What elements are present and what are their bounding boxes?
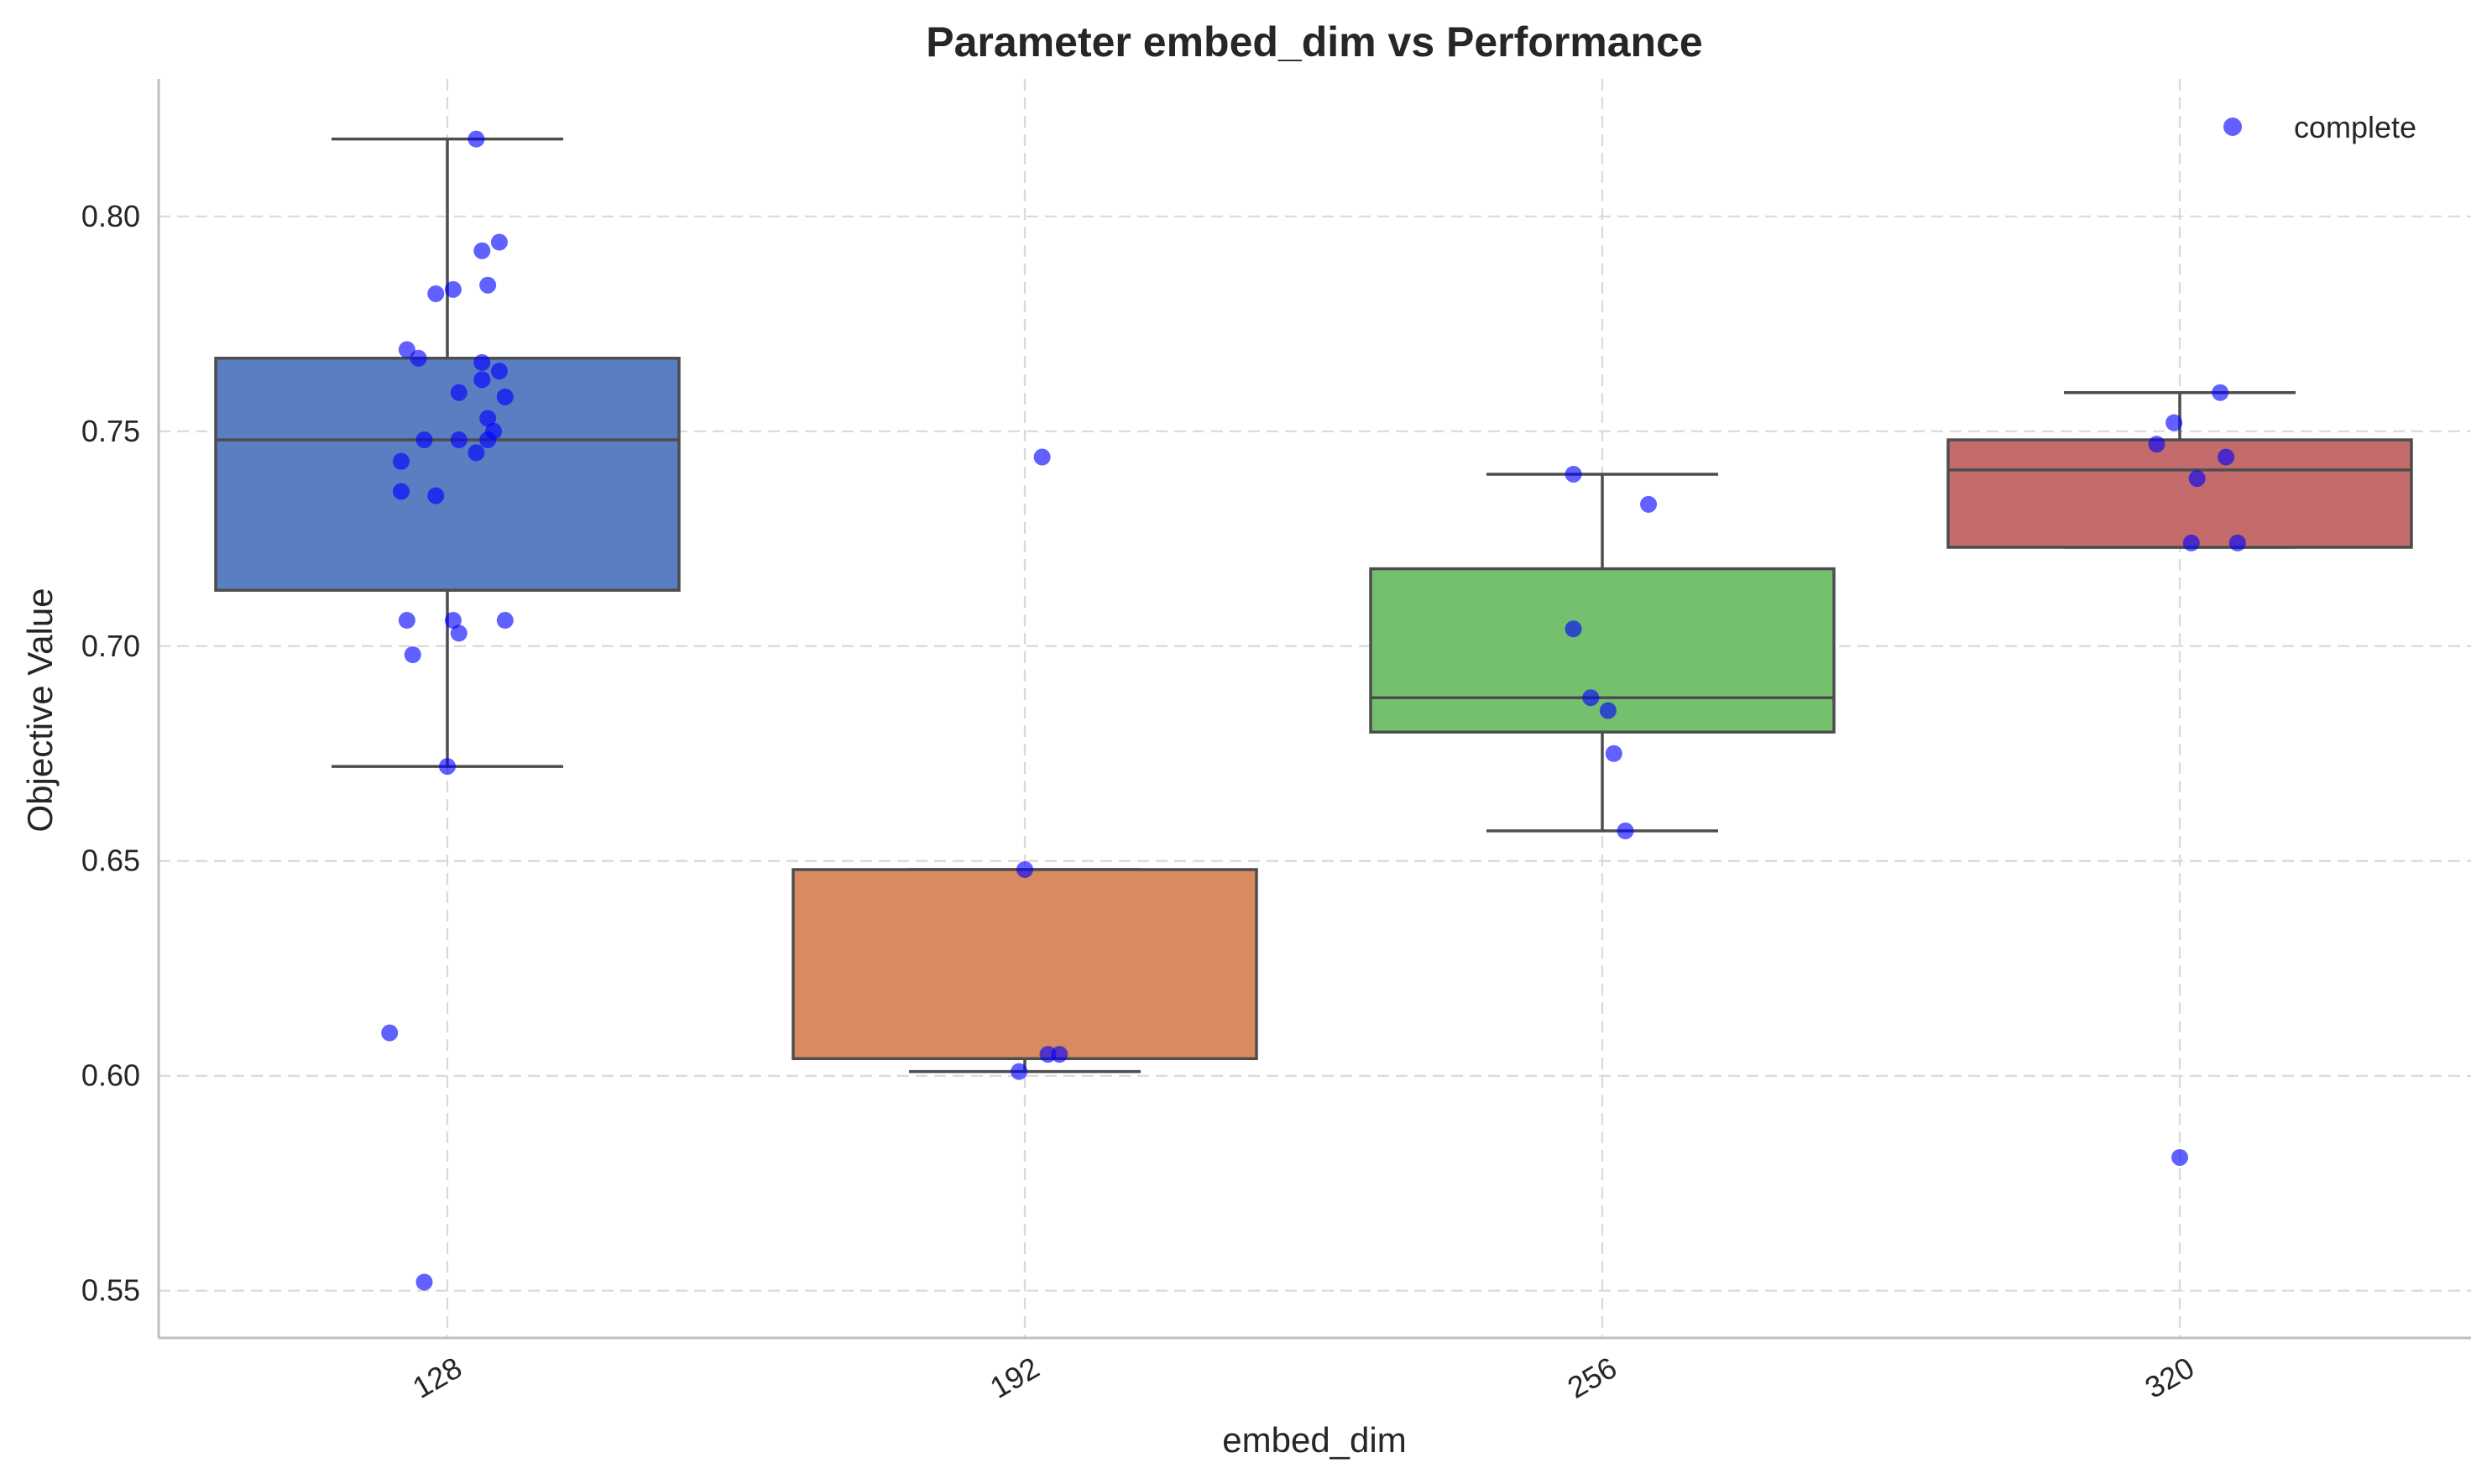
chart-title: Parameter embed_dim vs Performance [926, 18, 1702, 65]
box-192 [791, 868, 1258, 1074]
data-point [2218, 448, 2235, 466]
data-point [398, 612, 415, 630]
y-tick-label: 0.55 [81, 1273, 140, 1308]
data-point [2212, 384, 2229, 401]
point-layer [381, 130, 2246, 1291]
box-256 [1369, 473, 1836, 833]
data-point [496, 612, 514, 630]
data-point [468, 130, 485, 148]
data-point [479, 431, 497, 449]
data-point [479, 410, 497, 427]
x-tick-label: 192 [984, 1350, 1045, 1405]
y-tick-label: 0.75 [81, 414, 140, 448]
data-point [392, 452, 410, 470]
data-point [444, 612, 462, 630]
data-point [415, 431, 433, 449]
data-point [439, 758, 456, 776]
data-point [392, 483, 410, 500]
data-point [427, 487, 445, 504]
data-point [1599, 702, 1617, 719]
legend-marker-complete [2223, 118, 2242, 136]
grid-layer [159, 79, 2471, 1338]
y-axis-label: Objective Value [20, 588, 60, 832]
data-point [2182, 534, 2200, 551]
x-tick-label: 256 [1561, 1350, 1622, 1405]
data-point [427, 285, 445, 302]
data-point [2188, 470, 2206, 488]
data-point [490, 363, 508, 380]
data-point [1617, 822, 1634, 839]
data-point [1039, 1046, 1057, 1063]
data-point [2171, 1148, 2188, 1166]
data-point [1016, 860, 1033, 878]
box-body [1946, 438, 2413, 549]
data-point [415, 1273, 433, 1291]
data-point [450, 384, 468, 401]
y-tick-label: 0.60 [81, 1058, 140, 1093]
data-point [444, 280, 462, 298]
y-tick-label: 0.80 [81, 199, 140, 233]
data-point [1640, 495, 1658, 513]
y-tick-label: 0.70 [81, 629, 140, 663]
data-point [1605, 745, 1622, 762]
axes-layer [157, 79, 2471, 1340]
data-point [473, 353, 491, 371]
data-point [450, 624, 468, 642]
x-tick-label: 128 [406, 1350, 468, 1405]
data-point [2228, 534, 2246, 551]
data-point [410, 349, 427, 367]
data-point [2148, 436, 2165, 453]
data-point [2165, 414, 2183, 431]
data-point [1011, 1063, 1028, 1080]
data-point [404, 646, 421, 664]
data-point [468, 444, 485, 462]
data-point [381, 1024, 399, 1042]
data-point [450, 431, 468, 449]
data-point [490, 233, 508, 251]
legend-label-complete: complete [2294, 110, 2416, 144]
box-layer [214, 137, 2413, 1074]
data-point [1565, 620, 1582, 638]
data-point [479, 276, 497, 294]
box-body [214, 357, 681, 592]
legend: complete [2223, 110, 2416, 144]
box-128 [214, 137, 681, 768]
data-point [1033, 448, 1051, 466]
data-point [473, 371, 491, 389]
data-point [398, 341, 415, 358]
data-point [1051, 1046, 1068, 1063]
box-body [791, 868, 1258, 1060]
box-320 [1946, 390, 2413, 549]
data-point [1565, 465, 1582, 483]
data-point [496, 388, 514, 405]
data-point [473, 242, 491, 259]
x-axis-label: embed_dim [1222, 1420, 1406, 1460]
data-point [1582, 689, 1600, 707]
y-tick-label: 0.65 [81, 844, 140, 878]
x-tick-label: 320 [2139, 1350, 2200, 1405]
